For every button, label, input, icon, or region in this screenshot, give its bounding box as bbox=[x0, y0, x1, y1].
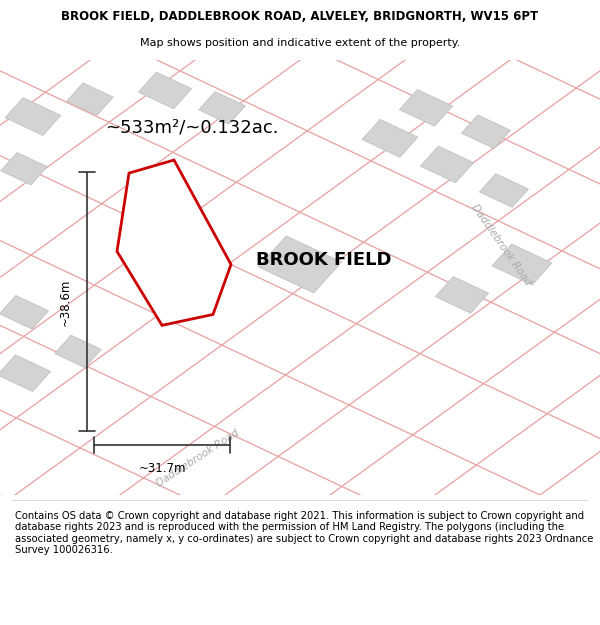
Text: Daddlebrook Road: Daddlebrook Road bbox=[155, 428, 241, 489]
Polygon shape bbox=[139, 72, 191, 109]
Polygon shape bbox=[400, 89, 452, 126]
Text: Contains OS data © Crown copyright and database right 2021. This information is : Contains OS data © Crown copyright and d… bbox=[15, 511, 593, 556]
Polygon shape bbox=[199, 92, 245, 124]
Polygon shape bbox=[117, 160, 231, 326]
Polygon shape bbox=[492, 244, 552, 285]
Polygon shape bbox=[362, 119, 418, 158]
Polygon shape bbox=[461, 115, 511, 149]
Polygon shape bbox=[55, 335, 101, 367]
Polygon shape bbox=[421, 146, 473, 182]
Polygon shape bbox=[259, 236, 341, 293]
Text: ~31.7m: ~31.7m bbox=[138, 462, 186, 476]
Text: ~38.6m: ~38.6m bbox=[59, 278, 72, 326]
Polygon shape bbox=[0, 355, 50, 391]
Polygon shape bbox=[0, 296, 49, 329]
Polygon shape bbox=[1, 152, 47, 185]
Text: Map shows position and indicative extent of the property.: Map shows position and indicative extent… bbox=[140, 38, 460, 48]
Polygon shape bbox=[67, 83, 113, 116]
Text: ~533m²/~0.132ac.: ~533m²/~0.132ac. bbox=[105, 118, 278, 136]
Text: BROOK FIELD: BROOK FIELD bbox=[256, 251, 392, 269]
Polygon shape bbox=[479, 174, 529, 208]
Polygon shape bbox=[436, 277, 488, 313]
Polygon shape bbox=[5, 98, 61, 136]
Text: BROOK FIELD, DADDLEBROOK ROAD, ALVELEY, BRIDGNORTH, WV15 6PT: BROOK FIELD, DADDLEBROOK ROAD, ALVELEY, … bbox=[61, 10, 539, 23]
Text: Daddlebrook Road: Daddlebrook Road bbox=[469, 202, 533, 288]
